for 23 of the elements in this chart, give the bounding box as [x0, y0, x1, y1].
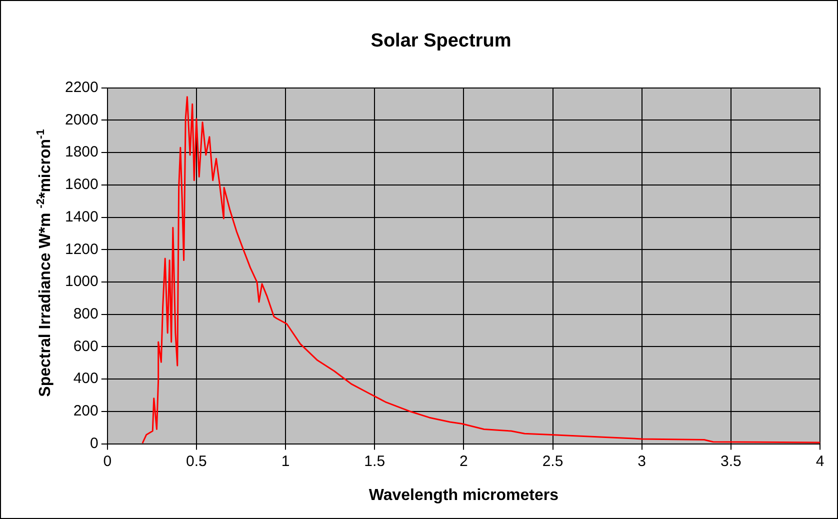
y-tick-label: 1200	[64, 240, 98, 258]
x-tick-label: 3.5	[720, 452, 742, 470]
y-tick-label: 600	[73, 338, 98, 355]
y-tick-label: 0	[90, 434, 98, 452]
x-tick-label: 1	[281, 452, 290, 470]
y-tick-label: 2000	[64, 111, 98, 128]
y-tick-label: 1000	[64, 273, 98, 290]
y-tick-label: 200	[73, 402, 98, 420]
y-tick-label: 800	[73, 305, 98, 322]
x-tick-label: 0	[103, 452, 112, 470]
y-tick-label: 2200	[64, 78, 98, 96]
chart-title: Solar Spectrum	[370, 30, 512, 52]
x-tick-label: 2.5	[542, 452, 564, 470]
x-axis-title: Wavelength micrometers	[368, 486, 559, 504]
x-tick-label: 3	[638, 452, 646, 470]
x-tick-label: 1.5	[364, 452, 386, 470]
x-tick-label: 2	[460, 452, 468, 470]
y-tick-label: 1400	[64, 208, 98, 226]
y-tick-label: 1600	[64, 176, 98, 194]
x-tick-label: 0.5	[186, 452, 207, 470]
x-tick-label: 4	[816, 452, 824, 470]
y-tick-label: 1800	[64, 144, 98, 161]
y-tick-label: 400	[73, 370, 98, 388]
